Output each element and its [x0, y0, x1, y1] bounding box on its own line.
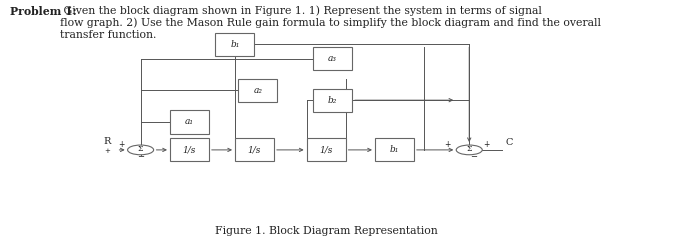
Text: +: +	[104, 148, 110, 154]
FancyBboxPatch shape	[170, 138, 209, 162]
FancyBboxPatch shape	[375, 138, 414, 162]
Text: Σ: Σ	[138, 145, 144, 153]
FancyBboxPatch shape	[216, 33, 255, 56]
Text: b₁: b₁	[230, 40, 239, 49]
FancyBboxPatch shape	[307, 138, 346, 162]
Text: +: +	[444, 141, 451, 150]
Text: Given the block diagram shown in Figure 1. 1) Represent the system in terms of s: Given the block diagram shown in Figure …	[60, 6, 601, 40]
Text: b₂: b₂	[328, 96, 337, 105]
Text: Figure 1. Block Diagram Representation: Figure 1. Block Diagram Representation	[215, 226, 438, 236]
FancyBboxPatch shape	[170, 111, 209, 133]
Text: a₃: a₃	[328, 54, 337, 63]
FancyBboxPatch shape	[313, 47, 352, 71]
Circle shape	[456, 145, 482, 155]
Text: Σ: Σ	[466, 145, 472, 153]
Text: 1/s: 1/s	[183, 145, 196, 154]
FancyBboxPatch shape	[313, 89, 352, 112]
Text: Problem 1:: Problem 1:	[10, 6, 77, 17]
Text: −: −	[470, 152, 477, 162]
Text: a₁: a₁	[185, 118, 194, 126]
FancyBboxPatch shape	[238, 79, 277, 102]
FancyBboxPatch shape	[235, 138, 274, 162]
Text: 1/s: 1/s	[319, 145, 332, 154]
Text: −: −	[137, 152, 144, 162]
Text: C: C	[505, 138, 512, 147]
Text: b₁: b₁	[390, 145, 399, 154]
Text: +: +	[118, 141, 124, 150]
Text: a₂: a₂	[253, 86, 262, 95]
Circle shape	[127, 145, 153, 155]
Text: +: +	[484, 141, 490, 150]
Text: R: R	[103, 137, 111, 146]
Text: 1/s: 1/s	[248, 145, 261, 154]
